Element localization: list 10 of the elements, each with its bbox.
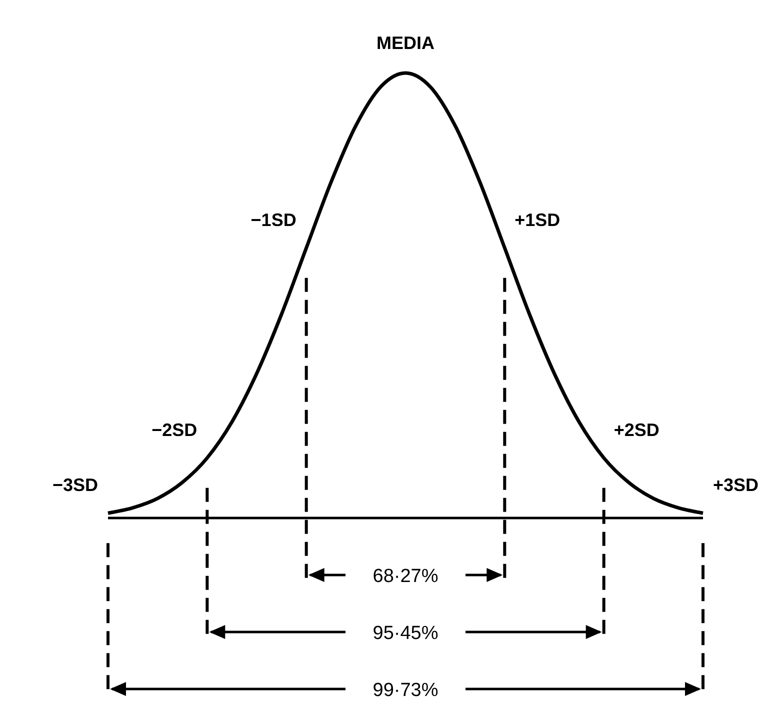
- annotation: +1SD: [514, 210, 560, 230]
- text: 68·27%: [372, 566, 438, 587]
- text: 95·45%: [372, 623, 438, 644]
- annotation: −2SD: [152, 420, 198, 440]
- text: MEDIA: [376, 33, 434, 53]
- annotation: −1SD: [250, 210, 296, 230]
- text: +3SD: [713, 475, 759, 496]
- text: 99·73%: [372, 680, 438, 701]
- annotation: +2SD: [614, 420, 660, 440]
- text: −3SD: [52, 475, 98, 496]
